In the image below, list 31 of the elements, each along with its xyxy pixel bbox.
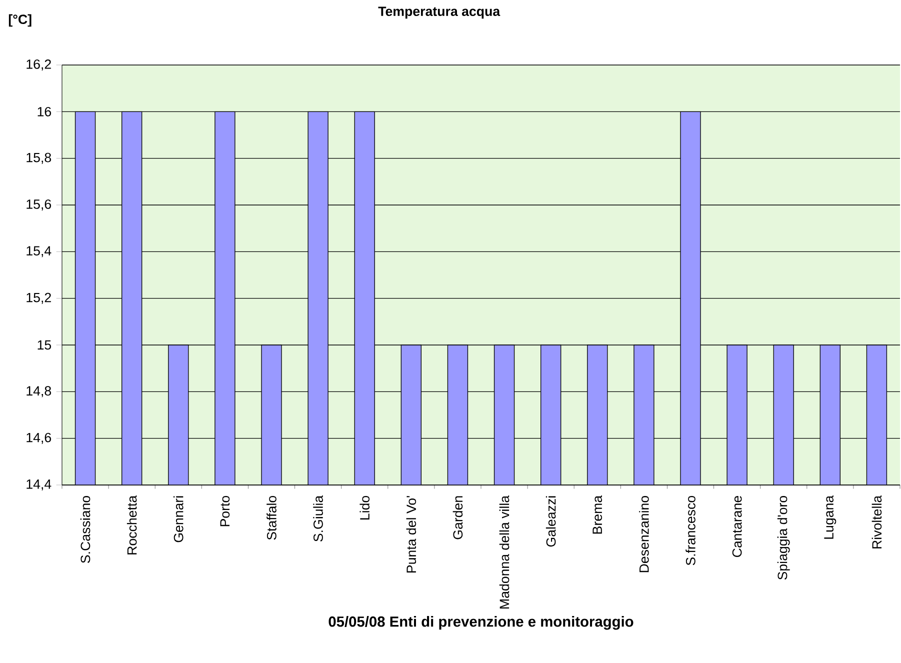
y-tick-label: 15,6 (26, 199, 52, 211)
x-tick-label: Gennari (173, 496, 184, 542)
x-tick-label: Lugana (824, 495, 836, 539)
x-tick-label: Lido (360, 496, 370, 520)
x-tick-label: Staffalo (266, 496, 276, 540)
y-tick-label: 16 (38, 106, 52, 116)
x-tick-label: Rocchetta (126, 495, 137, 554)
x-tick-label: Brema (592, 495, 602, 534)
chart-title: Temperatura acqua (378, 6, 500, 19)
x-tick-label: S.Cassiano (80, 496, 90, 563)
y-tick-label: 15,4 (26, 246, 52, 258)
x-tick-label: Desenzanino (639, 496, 649, 572)
x-axis-title: 05/05/08 Enti di prevenzione e monitoraggio (328, 616, 634, 630)
y-tick-label: 15,2 (26, 292, 51, 304)
x-tick-label: Cantarane (732, 496, 742, 557)
x-tick-label: Garden (452, 496, 463, 540)
y-tick-label: 14,6 (26, 432, 52, 444)
y-axis-title: [°C] (8, 14, 32, 27)
y-tick-label: 16,2 (26, 59, 51, 71)
x-tick-label: S.Giulia (313, 495, 323, 542)
y-tick-label: 15,8 (26, 152, 52, 164)
x-tick-label: Porto (220, 496, 230, 526)
y-tick-label: 14,4 (26, 480, 52, 490)
x-tick-label: Punta del Vo' (406, 496, 416, 572)
x-tick-label: Spiaggia d'oro (777, 496, 790, 580)
y-tick-label: 15 (38, 340, 52, 350)
x-tick-label: Rivoltella (872, 495, 882, 548)
x-tick-label: Madonna della villa (499, 495, 510, 608)
x-tick-label: S.francesco (686, 496, 696, 566)
y-tick-label: 14,8 (26, 386, 52, 398)
x-tick-label: Galeazzi (546, 496, 556, 547)
